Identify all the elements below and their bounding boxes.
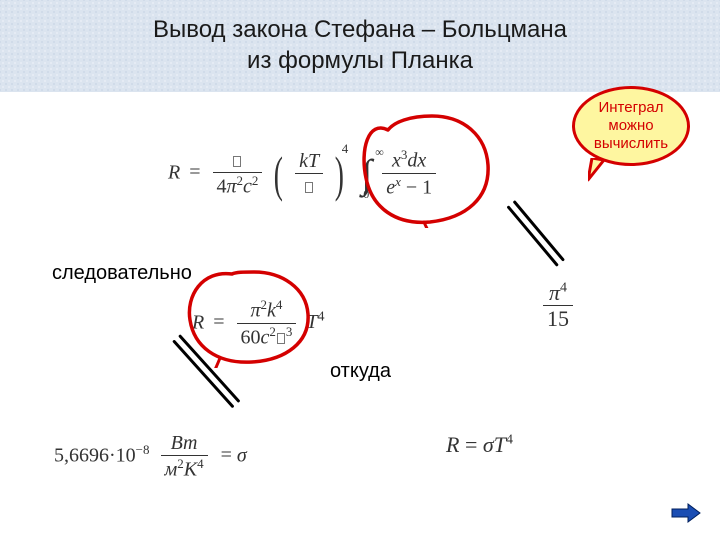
eq2-equals: = — [213, 311, 224, 333]
eq1-frac2: kT — [295, 150, 323, 198]
eq2-frac: π2k4 60c23 — [237, 298, 297, 349]
eq2-den-box — [277, 333, 285, 344]
equation-3: R = σT4 — [446, 432, 513, 458]
eq1-frac1: 4π2c2 — [213, 149, 263, 199]
sigma-num-value: 5,6696·10 — [54, 444, 136, 466]
callout-text: Интеграл можно вычислить — [581, 99, 681, 152]
label-whence: откуда — [330, 360, 391, 383]
label-consequently: следовательно — [52, 262, 192, 285]
equation-1: R = 4π2c2 ( kT )4 ∫ ∞ 0 x3dx ex − 1 — [168, 148, 439, 199]
eq1-exp4: 4 — [342, 141, 349, 156]
eq2-R: R — [192, 311, 204, 333]
eq1-num-box — [233, 156, 241, 167]
eq1-den-box — [305, 182, 313, 193]
callout-integral: Интеграл можно вычислить — [572, 86, 690, 166]
eq1-R: R — [168, 161, 180, 183]
eq1-integrand: x3dx ex − 1 — [382, 148, 436, 199]
sigma-value: 5,6696·10−8 Вт м2К4 =σ — [54, 432, 247, 482]
next-slide-button[interactable] — [670, 502, 702, 524]
slide-title: Вывод закона Стефана – Больцмана из форм… — [0, 0, 720, 76]
equation-2: R = π2k4 60c23 T4 — [192, 298, 325, 349]
title-line-2: из формулы Планка — [247, 47, 473, 74]
title-line-1: Вывод закона Стефана – Больцмана — [153, 16, 567, 43]
eq1-equals: = — [189, 161, 200, 183]
